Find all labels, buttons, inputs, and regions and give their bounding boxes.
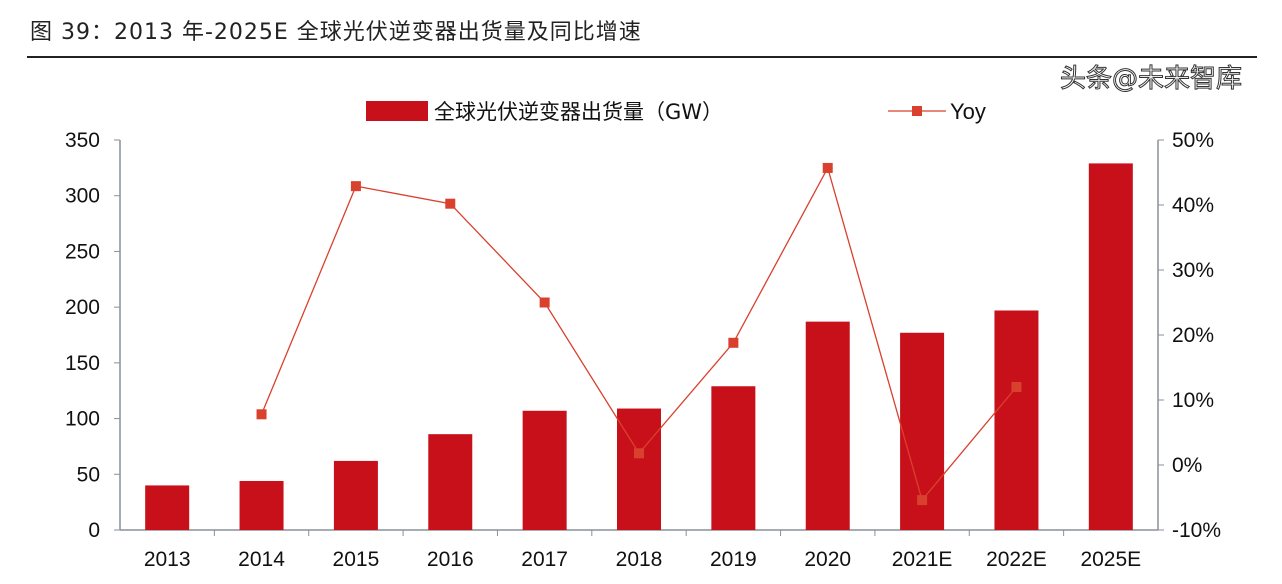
chart-title: 图 39：2013 年-2025E 全球光伏逆变器出货量及同比增速 (30, 20, 642, 45)
left-tick-label: 200 (65, 296, 100, 319)
x-tick-label: 2022E (986, 548, 1047, 571)
right-tick-label: -10% (1172, 519, 1221, 542)
bar-2020 (805, 321, 850, 530)
bar-2025E (1088, 163, 1133, 530)
left-tick-label: 50 (77, 463, 100, 486)
left-tick-label: 300 (65, 185, 100, 208)
x-tick-label: 2013 (144, 548, 191, 571)
right-tick-label: 0% (1172, 454, 1202, 477)
bar-2022E (994, 310, 1039, 530)
right-tick-label: 10% (1172, 389, 1214, 412)
right-tick-label: 50% (1172, 129, 1214, 152)
left-tick-label: 150 (65, 352, 100, 375)
x-tick-label: 2018 (616, 548, 663, 571)
bar-2016 (428, 434, 473, 530)
bar-2017 (522, 410, 567, 530)
right-tick-label: 40% (1172, 194, 1214, 217)
watermark: 头条@未来智库 (1059, 64, 1243, 95)
left-tick-label: 100 (65, 408, 100, 431)
yoy-point-2015 (350, 181, 361, 192)
bar-2018 (617, 408, 661, 530)
bar-2015 (333, 460, 378, 530)
bar-2014 (239, 480, 284, 530)
left-tick-label: 250 (65, 240, 100, 263)
yoy-point-2017 (539, 297, 550, 308)
x-tick-label: 2015 (333, 548, 380, 571)
yoy-point-2021E (917, 495, 928, 506)
x-tick-label: 2014 (238, 548, 285, 571)
right-tick-label: 30% (1172, 259, 1214, 282)
title-rule (27, 56, 1257, 58)
yoy-point-2016 (445, 198, 456, 209)
yoy-point-2019 (728, 337, 739, 348)
legend-line-marker (912, 106, 922, 116)
x-tick-label: 2020 (804, 548, 851, 571)
bar-2013 (145, 485, 190, 530)
left-tick-label: 350 (65, 129, 100, 152)
yoy-point-2022E (1011, 382, 1022, 392)
yoy-point-2018 (634, 448, 644, 459)
left-tick-label: 0 (88, 519, 100, 542)
x-tick-label: 2016 (427, 548, 474, 571)
yoy-point-2020 (822, 162, 833, 173)
legend-bar-swatch (366, 101, 428, 121)
right-tick-label: 20% (1172, 324, 1214, 347)
bar-2019 (711, 386, 756, 530)
legend-line-label: Yoy (950, 99, 986, 124)
x-tick-label: 2017 (521, 548, 568, 571)
x-tick-label: 2019 (710, 548, 757, 571)
x-tick-label: 2021E (892, 548, 953, 571)
yoy-point-2014 (256, 409, 267, 420)
x-tick-label: 2025E (1080, 548, 1141, 571)
legend-bar-label: 全球光伏逆变器出货量（GW） (434, 100, 723, 124)
